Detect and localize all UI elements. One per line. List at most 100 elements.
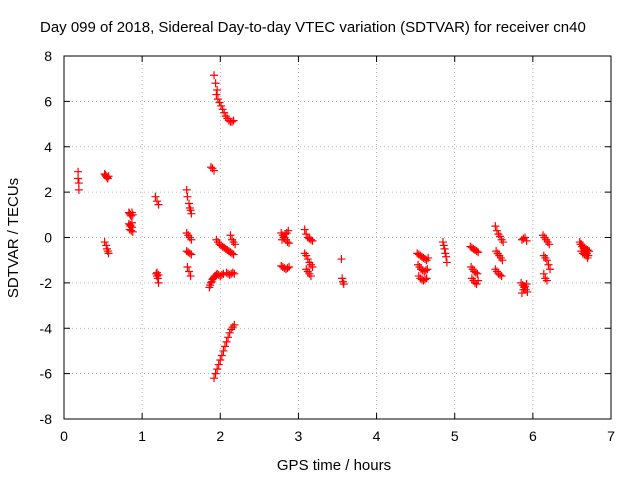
x-tick-label: 4 <box>373 428 381 444</box>
data-point-marker <box>127 211 136 220</box>
data-point-marker <box>102 173 111 182</box>
data-point-marker <box>302 230 311 239</box>
x-axis-ticks: 0 1 2 3 4 5 6 7 <box>60 56 615 444</box>
data-point-marker <box>439 241 448 250</box>
data-point-marker <box>496 232 505 241</box>
data-point-marker <box>210 374 219 383</box>
data-point-marker <box>521 233 530 242</box>
data-point-marker <box>127 226 136 235</box>
data-point-marker <box>492 226 501 235</box>
y-axis-label: SDTVAR / TECUs <box>5 178 22 298</box>
data-point-marker <box>154 270 163 279</box>
data-point-marker <box>228 117 237 126</box>
data-point-marker <box>474 276 483 285</box>
data-point-marker <box>228 249 237 258</box>
data-point-marker <box>217 101 226 110</box>
data-point-marker <box>187 209 196 218</box>
data-point-marker <box>474 248 483 257</box>
data-point-marker <box>442 252 451 261</box>
data-point-marker <box>284 226 293 235</box>
data-point-marker <box>212 90 221 99</box>
y-tick-label: -8 <box>40 411 53 427</box>
data-point-marker <box>210 166 219 175</box>
data-point-marker <box>219 346 228 355</box>
data-point-marker <box>337 255 346 264</box>
data-point-marker <box>472 247 481 256</box>
data-points <box>74 71 594 383</box>
data-point-marker <box>498 256 507 265</box>
y-tick-label: 6 <box>44 93 52 109</box>
x-tick-label: 6 <box>529 428 537 444</box>
x-tick-label: 2 <box>216 428 224 444</box>
data-point-marker <box>218 105 227 114</box>
data-point-marker <box>283 264 292 273</box>
y-tick-label: -2 <box>40 275 53 291</box>
data-point-marker <box>230 320 239 329</box>
data-point-marker <box>308 262 317 271</box>
x-axis-label: GPS time / hours <box>277 457 391 474</box>
data-point-marker <box>128 210 137 219</box>
data-point-marker <box>217 351 226 360</box>
data-point-marker <box>186 206 195 215</box>
data-point-marker <box>154 200 163 209</box>
data-point-marker <box>104 249 113 258</box>
y-axis-ticks: -8 -6 -4 -2 0 2 4 6 8 <box>40 48 611 427</box>
data-point-marker <box>215 98 224 107</box>
data-point-marker <box>154 278 163 287</box>
data-point-marker <box>423 265 432 274</box>
data-point-marker <box>308 236 317 245</box>
data-point-marker <box>473 269 482 278</box>
y-tick-label: 4 <box>44 139 52 155</box>
data-point-marker <box>542 256 551 265</box>
data-point-marker <box>228 268 237 277</box>
data-point-marker <box>104 172 113 181</box>
data-point-marker <box>539 269 548 278</box>
data-point-marker <box>583 253 592 262</box>
data-point-marker <box>424 253 433 262</box>
data-point-marker <box>491 222 500 231</box>
x-tick-label: 0 <box>60 428 68 444</box>
data-point-marker <box>206 278 215 287</box>
data-point-marker <box>229 250 238 259</box>
data-point-marker <box>285 262 294 271</box>
data-point-marker <box>440 244 449 253</box>
data-point-marker <box>225 328 234 337</box>
data-point-marker <box>497 272 506 281</box>
data-point-marker <box>217 270 226 279</box>
data-point-marker <box>152 197 161 206</box>
data-point-marker <box>303 255 312 264</box>
data-point-marker <box>185 267 194 276</box>
data-point-marker <box>210 71 219 80</box>
data-point-marker <box>438 238 447 247</box>
data-point-marker <box>213 95 222 104</box>
data-point-marker <box>230 269 239 278</box>
data-point-marker <box>519 285 528 294</box>
grid-lines <box>64 56 611 419</box>
data-point-marker <box>102 241 111 250</box>
data-point-marker <box>421 275 430 284</box>
data-point-marker <box>421 266 430 275</box>
data-point-marker <box>302 251 311 260</box>
data-point-marker <box>472 280 481 289</box>
data-point-marker <box>126 222 135 231</box>
data-point-marker <box>422 274 431 283</box>
x-tick-label: 3 <box>295 428 303 444</box>
data-point-marker <box>279 233 288 242</box>
data-point-marker <box>211 369 220 378</box>
data-point-marker <box>74 174 83 183</box>
data-point-marker <box>545 240 554 249</box>
data-point-marker <box>226 231 235 240</box>
y-tick-label: -6 <box>40 366 53 382</box>
data-point-marker <box>74 185 83 194</box>
data-point-marker <box>151 192 160 201</box>
data-point-marker <box>306 235 315 244</box>
data-point-marker <box>496 270 505 279</box>
y-tick-label: 8 <box>44 48 52 64</box>
x-tick-label: 5 <box>451 428 459 444</box>
data-point-marker <box>183 262 192 271</box>
data-point-marker <box>542 276 551 285</box>
data-point-marker <box>127 218 136 227</box>
data-point-marker <box>231 240 240 249</box>
data-point-marker <box>224 333 233 342</box>
